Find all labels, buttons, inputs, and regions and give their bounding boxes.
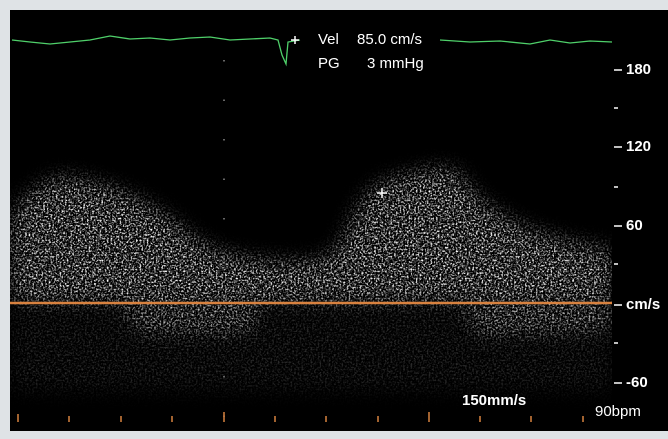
sweep-speed: 150mm/s — [462, 392, 526, 409]
heart-rate: 90bpm — [595, 403, 641, 420]
scale-label: 120 — [626, 138, 651, 155]
scale-label: -60 — [626, 374, 648, 391]
doppler-spectrum — [10, 10, 612, 431]
measure-cursor — [291, 36, 387, 198]
ecg-trace — [11, 35, 613, 67]
measure-value: 85.0 cm/s — [357, 31, 422, 48]
scale-label: 60 — [626, 217, 643, 234]
scale-label: cm/s — [626, 296, 660, 313]
scale-ticks — [614, 69, 622, 384]
measure-value: 3 mmHg — [367, 55, 424, 72]
measure-label: Vel — [318, 31, 339, 48]
measure-label: PG — [318, 55, 340, 72]
scale-label: 180 — [626, 61, 651, 78]
time-ticks — [17, 412, 584, 422]
